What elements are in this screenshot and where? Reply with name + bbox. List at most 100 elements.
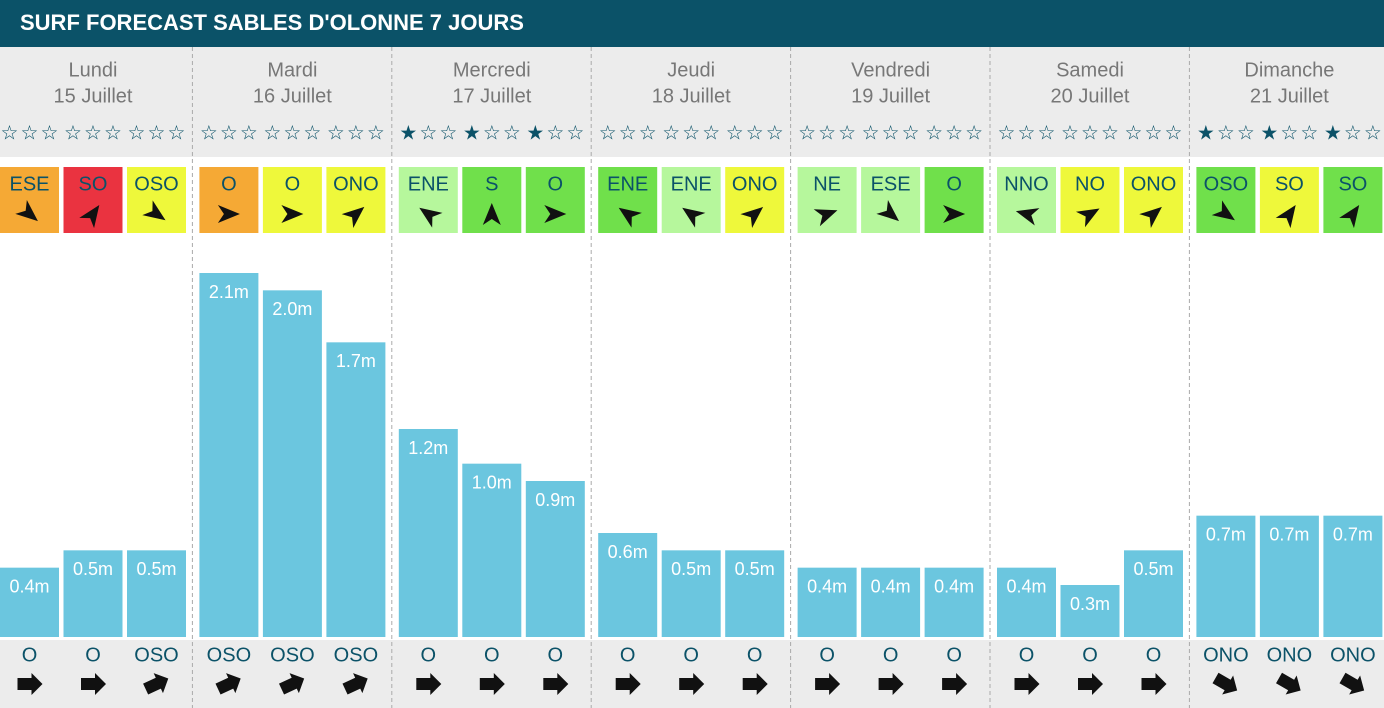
day-date: 17 Juillet <box>452 85 531 107</box>
star: ☆ <box>1081 121 1099 145</box>
day-date: 20 Juillet <box>1051 85 1130 107</box>
wave-bar <box>326 342 386 637</box>
star: ☆ <box>303 121 321 145</box>
swell-arrow <box>742 673 768 695</box>
swell-direction: O <box>421 644 437 666</box>
swell-arrow <box>615 673 641 695</box>
wind-direction: SO <box>1338 173 1367 195</box>
wave-bar <box>1124 550 1183 637</box>
wind-arrow <box>682 207 706 228</box>
swell-arrow <box>815 673 841 695</box>
star: ☆ <box>599 121 617 145</box>
swell-arrow <box>1212 672 1238 695</box>
star: ☆ <box>21 121 39 145</box>
wave-bar <box>797 567 857 637</box>
wind-arrow <box>876 200 900 222</box>
swell-direction: ONO <box>1330 644 1376 666</box>
wind-direction: NO <box>1075 173 1105 195</box>
wave-label: 0.3m <box>1070 594 1110 614</box>
star: ★ <box>1324 121 1342 145</box>
wave-label: 0.5m <box>1133 559 1173 579</box>
wind-direction: NE <box>813 173 841 195</box>
wind-cell <box>797 167 857 233</box>
wave-bar <box>1060 585 1120 637</box>
star: ☆ <box>1018 121 1036 145</box>
wind-direction: O <box>946 173 962 195</box>
day-date: 16 Juillet <box>253 85 332 107</box>
wind-cell <box>861 167 921 233</box>
wind-arrow <box>341 206 365 228</box>
star: ☆ <box>168 121 186 145</box>
title: SURF FORECAST SABLES D'OLONNE 7 JOURS <box>20 10 524 35</box>
swell-arrow <box>1014 673 1040 695</box>
wind-direction: NNO <box>1004 173 1048 195</box>
swell-arrow <box>215 673 241 695</box>
star: ☆ <box>726 121 744 145</box>
wave-label: 2.1m <box>209 282 249 302</box>
swell-direction: O <box>819 644 835 666</box>
stars: ☆ ☆ ☆ <box>1 121 59 145</box>
star: ☆ <box>1237 121 1255 145</box>
swell-bg <box>0 640 1384 708</box>
swell-direction: O <box>548 644 564 666</box>
wave-label: 0.7m <box>1206 524 1246 544</box>
wind-cell <box>199 167 259 233</box>
wind-direction: SO <box>1275 173 1304 195</box>
star: ★ <box>1197 121 1215 145</box>
wind-arrow <box>544 205 567 223</box>
wind-direction: S <box>485 173 498 195</box>
star: ☆ <box>1 121 19 145</box>
day-header-bg <box>0 47 1384 157</box>
stars: ★ ☆ ☆ <box>1197 121 1255 145</box>
swell-arrow <box>1339 672 1365 695</box>
wave-bar <box>462 463 522 637</box>
wave-label: 0.5m <box>73 559 113 579</box>
stars: ★ ☆ ☆ <box>526 121 584 145</box>
star: ☆ <box>882 121 900 145</box>
star: ☆ <box>148 121 166 145</box>
star: ☆ <box>766 121 784 145</box>
wave-bar <box>1196 515 1256 637</box>
wind-direction: ENE <box>607 173 648 195</box>
wind-cell <box>598 167 658 233</box>
wave-label: 0.4m <box>871 576 911 596</box>
swell-arrow <box>543 673 569 695</box>
star: ☆ <box>662 121 680 145</box>
wind-cell <box>127 167 186 233</box>
star: ☆ <box>347 121 365 145</box>
swell-direction: O <box>683 644 699 666</box>
wind-direction: ONO <box>333 173 379 195</box>
wave-label: 0.4m <box>807 576 847 596</box>
day-name: Lundi <box>69 59 118 81</box>
star: ☆ <box>503 121 521 145</box>
wind-arrow <box>618 207 642 228</box>
wind-direction: ENE <box>671 173 712 195</box>
swell-direction: O <box>22 644 38 666</box>
swell-direction: OSO <box>207 644 251 666</box>
swell-direction: OSO <box>270 644 314 666</box>
wave-label: 0.6m <box>608 542 648 562</box>
star: ☆ <box>1364 121 1382 145</box>
stars: ☆ ☆ ☆ <box>1061 121 1119 145</box>
star: ☆ <box>798 121 816 145</box>
star: ★ <box>1260 121 1278 145</box>
swell-arrow <box>17 673 43 695</box>
star: ★ <box>399 121 417 145</box>
swell-arrow <box>342 673 368 695</box>
wave-bar <box>861 567 921 637</box>
wind-direction: ESE <box>871 173 911 195</box>
star: ☆ <box>1217 121 1235 145</box>
star: ☆ <box>283 121 301 145</box>
wind-arrow <box>740 206 764 228</box>
star: ☆ <box>1145 121 1163 145</box>
swell-direction: O <box>747 644 763 666</box>
wave-bar <box>924 567 984 637</box>
star: ☆ <box>702 121 720 145</box>
star: ☆ <box>367 121 385 145</box>
wave-label: 0.9m <box>535 490 575 510</box>
wave-bar <box>1259 515 1319 637</box>
stars: ☆ ☆ ☆ <box>1125 121 1183 145</box>
wind-cell <box>462 167 522 233</box>
star: ☆ <box>1101 121 1119 145</box>
star: ☆ <box>746 121 764 145</box>
